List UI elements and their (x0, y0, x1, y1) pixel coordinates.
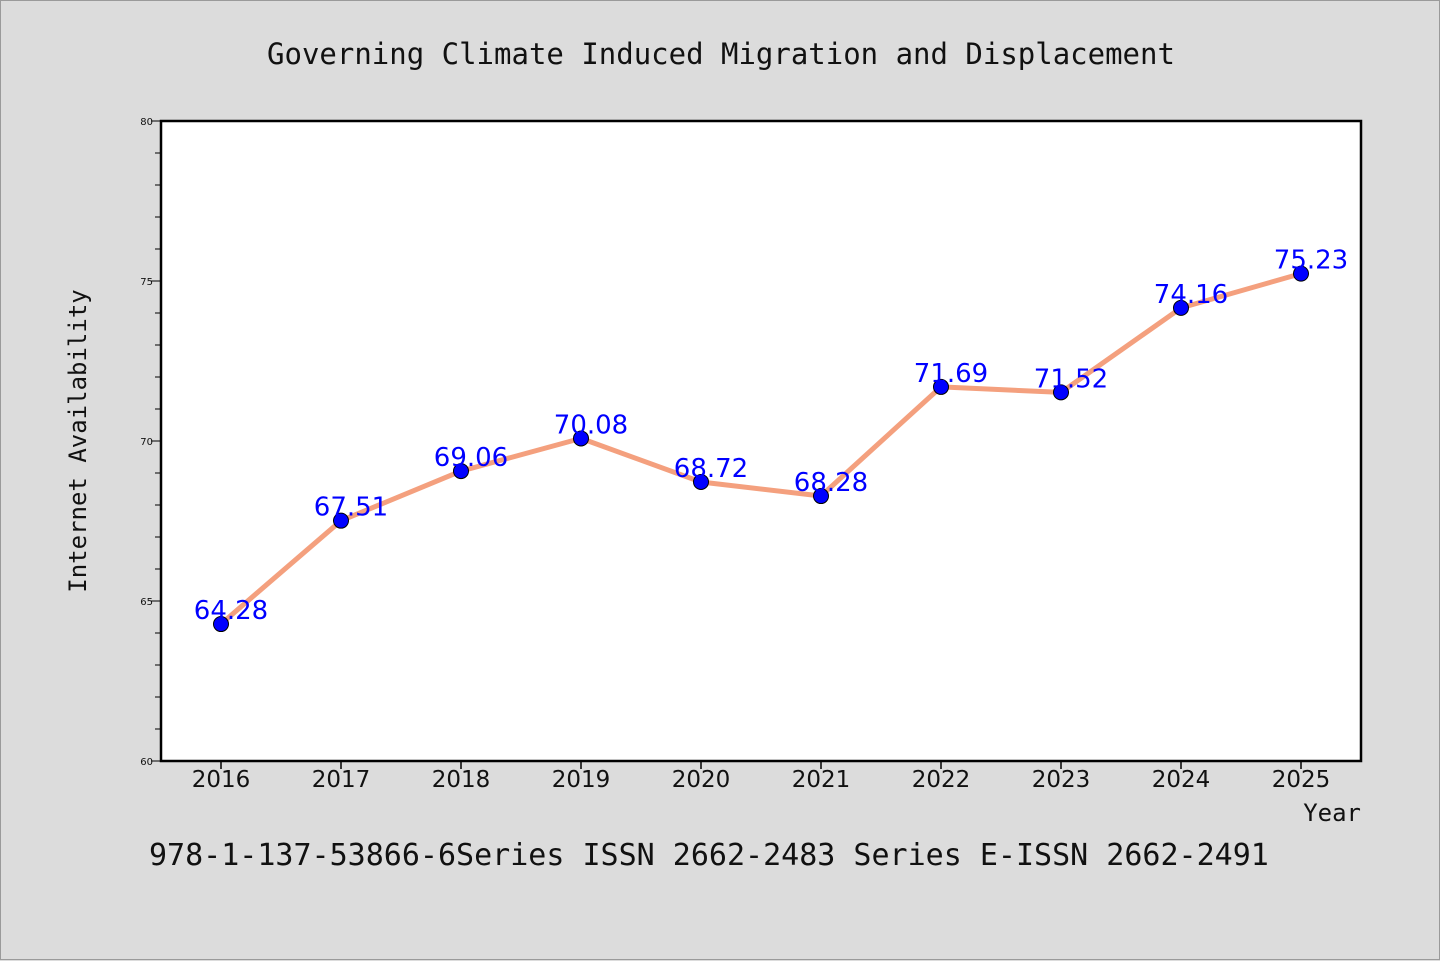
data-label: 71.69 (914, 359, 988, 389)
data-point (213, 616, 229, 633)
y-tick-label: 60 (140, 757, 153, 768)
x-axis: 2016 2017 2018 2019 2020 2021 2022 2023 2024 2025 (192, 761, 1331, 793)
data-label: 67.51 (314, 493, 388, 523)
x-tick-label: 2023 (1032, 767, 1091, 793)
x-tick-label: 2018 (432, 767, 491, 793)
x-tick-label: 2016 (192, 767, 251, 793)
x-tick-label: 2022 (912, 767, 971, 793)
data-label: 70.08 (554, 410, 628, 440)
y-tick-label: 70 (140, 437, 153, 448)
plot-area (159, 119, 1363, 763)
chart-title: Governing Climate Induced Migration and … (267, 37, 1175, 71)
x-axis-label: Year (1303, 799, 1361, 827)
x-tick-label: 2017 (312, 767, 371, 793)
y-axis-label: Internet Availability (64, 289, 92, 592)
y-tick-label: 65 (140, 597, 153, 608)
data-labels: 64.28 67.51 69.06 70.08 68.72 68.28 71.69 71.52… (194, 246, 1348, 626)
data-markers (213, 265, 1309, 633)
data-point (333, 512, 349, 529)
data-point (1053, 384, 1069, 401)
y-axis: 60 65 70 75 80 (140, 117, 161, 768)
data-point (933, 378, 949, 395)
data-point (813, 488, 829, 505)
data-label: 74.16 (1154, 280, 1228, 310)
data-label: 68.72 (674, 454, 748, 484)
data-label: 75.23 (1274, 246, 1348, 276)
data-label: 71.52 (1034, 364, 1108, 394)
data-label: 64.28 (194, 596, 268, 626)
x-tick-label: 2021 (792, 767, 851, 793)
data-label: 69.06 (434, 443, 508, 473)
data-point (1293, 265, 1309, 282)
x-tick-label: 2025 (1272, 767, 1331, 793)
series-line (218, 271, 1304, 627)
data-label: 68.28 (794, 468, 868, 498)
x-tick-label: 2019 (552, 767, 611, 793)
data-point (693, 473, 709, 490)
x-tick-label: 2024 (1152, 767, 1211, 793)
data-point (573, 430, 589, 447)
footer-text: 978-1-137-53866-6Series ISSN 2662-2483 S… (149, 838, 1269, 873)
x-tick-label: 2020 (672, 767, 731, 793)
y-tick-label: 80 (140, 117, 153, 128)
data-point (1173, 299, 1189, 316)
data-point (453, 463, 469, 480)
y-tick-label: 75 (140, 277, 153, 288)
